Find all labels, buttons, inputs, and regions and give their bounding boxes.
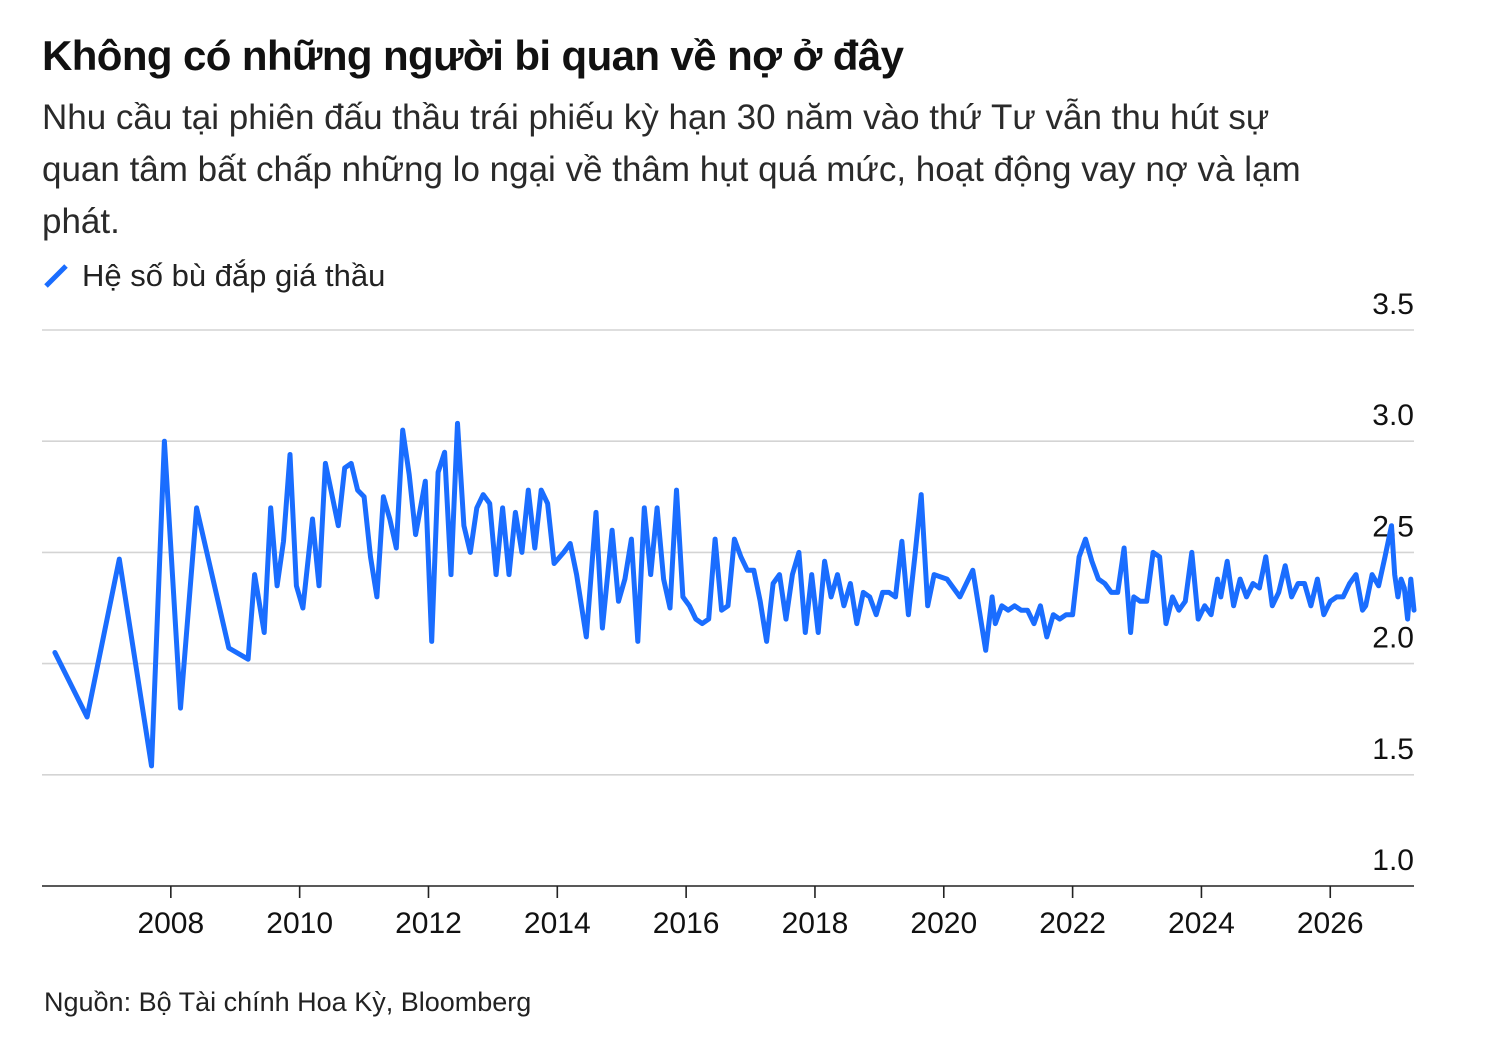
y-axis-ticks: 1.01.52.02.53.03.5 [1372, 288, 1414, 877]
y-tick-label: 1.5 [1372, 733, 1414, 766]
x-axis-ticks: 2008 2010 2012 2014 2016 2018 2020 2022 2024 2026 [137, 886, 1364, 940]
y-tick-label: 1.0 [1372, 844, 1414, 877]
chart-source: Nguồn: Bộ Tài chính Hoa Kỳ, Bloomberg [44, 987, 532, 1017]
series-layer [52, 420, 1417, 769]
series-line-bid-to-cover [52, 420, 1417, 769]
x-tick-label: 2010 [266, 907, 333, 940]
x-tick-label: 2016 [653, 907, 720, 940]
y-tick-label: 3.5 [1372, 288, 1414, 321]
legend-label: Hệ số bù đắp giá thầu [82, 258, 386, 293]
x-tick-label: 2020 [910, 907, 977, 940]
x-tick-label: 2012 [395, 907, 462, 940]
y-tick-label: 2.0 [1372, 622, 1414, 655]
chart-subtitle: Nhu cầu tại phiên đấu thầu trái phiếu kỳ… [42, 98, 1301, 241]
x-tick-label: 2018 [782, 907, 849, 940]
chart-legend: Hệ số bù đắp giá thầu [42, 258, 385, 294]
x-tick-label: 2008 [137, 907, 204, 940]
gridlines [42, 329, 1414, 887]
x-tick-label: 2022 [1039, 907, 1106, 940]
x-tick-label: 2026 [1297, 907, 1364, 940]
x-tick-label: 2024 [1168, 907, 1235, 940]
x-tick-label: 2014 [524, 907, 591, 940]
y-tick-label: 3.0 [1372, 399, 1414, 432]
chart-title: Không có những người bi quan về nợ ở đây [42, 32, 904, 79]
legend-line-swatch [44, 264, 68, 288]
